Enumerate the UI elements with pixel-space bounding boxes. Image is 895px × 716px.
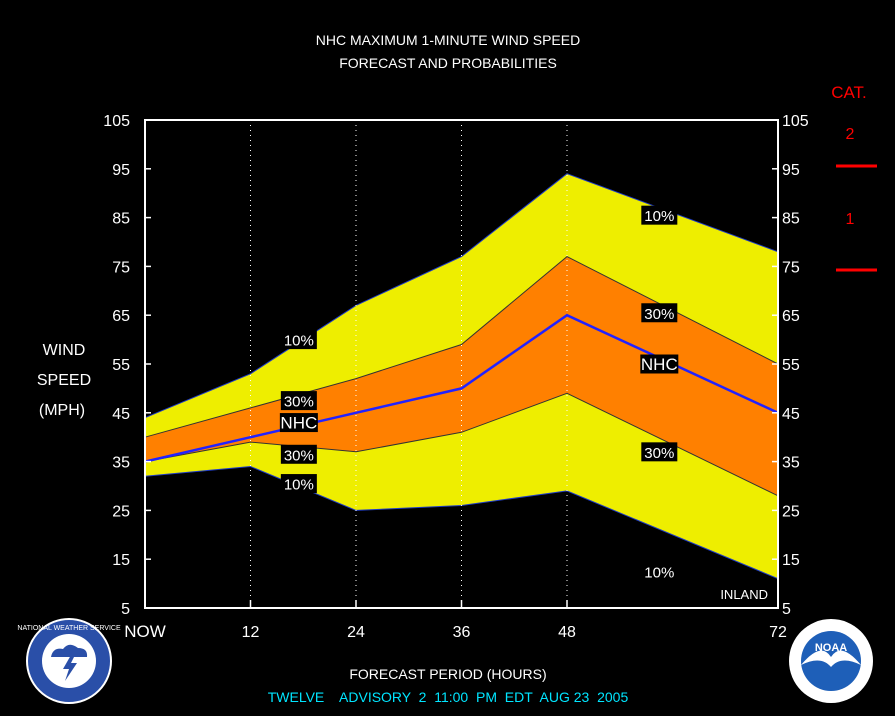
y-tick-label-left: 45 — [112, 406, 130, 423]
series-label-percent: 30% — [284, 394, 314, 411]
x-tick-label: 72 — [769, 624, 787, 641]
series-labels: 10% 30% NHC 30% 10% 10% 30% NHC 30% 10% — [279, 205, 679, 581]
y-tick-label-right: 65 — [782, 308, 800, 325]
series-label-box — [641, 442, 678, 462]
noaa-logo-text: NOAA — [815, 642, 847, 654]
y-tick-label-left: 95 — [112, 162, 130, 179]
upper-10-boundary — [144, 173, 779, 419]
y-axis-label-line-2: SPEED — [37, 372, 91, 389]
nhc-forecast-line — [144, 313, 779, 463]
series-label-percent: 30% — [644, 445, 674, 462]
y-tick-label-left: 85 — [112, 211, 130, 228]
y-tick-label-right: 55 — [782, 357, 800, 374]
upper-30-boundary — [144, 256, 779, 438]
category-label-1: 1 — [846, 211, 855, 228]
y-tick-label-right: 95 — [782, 162, 800, 179]
nws-logo-lightning-icon — [63, 655, 77, 681]
category-label-2: 2 — [846, 126, 855, 143]
series-label-box — [641, 561, 678, 581]
series-label-percent: 10% — [644, 208, 674, 225]
inland-label: INLAND — [720, 587, 768, 602]
nws-logo-cloud — [51, 644, 88, 657]
y-tick-label-left: 15 — [112, 552, 130, 569]
series-label-percent: 10% — [644, 564, 674, 581]
series-label-nhc: NHC — [280, 414, 317, 433]
series-label-percent: 30% — [644, 306, 674, 323]
series-label-nhc: NHC — [641, 355, 678, 374]
series-label-box — [279, 413, 318, 433]
series-label-box — [280, 391, 317, 411]
category-title: CAT. — [831, 83, 867, 102]
x-tick-label: 36 — [453, 624, 471, 641]
series-label-box — [280, 444, 317, 464]
band-30-percent — [145, 256, 778, 496]
y-tick-label-left: 105 — [103, 113, 130, 130]
y-tick-label-right: 25 — [782, 503, 800, 520]
x-axis-ticks: NOW 12 24 36 48 72 — [124, 600, 787, 641]
y-tick-label-left: 5 — [121, 601, 130, 618]
y-axis-label-line-1: WIND — [43, 342, 86, 359]
noaa-logo-gull-icon — [801, 650, 861, 667]
y-tick-label-right: 15 — [782, 552, 800, 569]
series-label-box — [641, 303, 678, 323]
nws-logo-text: NATIONAL WEATHER SERVICE — [17, 625, 121, 632]
y-axis-label-line-3: (MPH) — [39, 402, 85, 419]
lower-10-boundary — [144, 465, 779, 580]
y-tick-label-right: 85 — [782, 211, 800, 228]
y-tick-label-left: 55 — [112, 357, 130, 374]
series-label-percent: 10% — [284, 333, 314, 350]
y-tick-label-right: 105 — [782, 113, 809, 130]
series-label-box — [641, 205, 678, 225]
x-tick-label: 24 — [347, 624, 365, 641]
noaa-logo: NOAA — [789, 619, 873, 703]
y-tick-label-left: 35 — [112, 455, 130, 472]
lower-30-boundary — [144, 392, 779, 497]
series-label-box — [280, 330, 317, 350]
advisory-line: TWELVE ADVISORY 2 11:00 PM EDT AUG 23 20… — [268, 689, 629, 705]
y-tick-label-right: 75 — [782, 259, 800, 276]
series-label-box — [640, 354, 679, 374]
series-label-box — [280, 474, 317, 494]
y-tick-label-left: 75 — [112, 259, 130, 276]
x-tick-label: 12 — [242, 624, 260, 641]
series-label-percent: 30% — [284, 447, 314, 464]
chart-title-line-2: FORECAST AND PROBABILITIES — [339, 55, 557, 71]
y-tick-label-right: 5 — [782, 601, 791, 618]
x-axis-label: FORECAST PERIOD (HOURS) — [349, 666, 546, 682]
x-tick-label: 48 — [558, 624, 576, 641]
y-tick-label-left: 65 — [112, 308, 130, 325]
nhc-forecast-line-group — [144, 313, 779, 463]
y-tick-label-left: 25 — [112, 503, 130, 520]
y-tick-label-right: 35 — [782, 455, 800, 472]
chart-title-line-1: NHC MAXIMUM 1-MINUTE WIND SPEED — [316, 32, 580, 48]
x-tick-label: NOW — [124, 622, 166, 641]
y-tick-label-right: 45 — [782, 406, 800, 423]
series-label-percent: 10% — [284, 477, 314, 494]
nws-logo: NATIONAL WEATHER SERVICE — [17, 618, 121, 704]
